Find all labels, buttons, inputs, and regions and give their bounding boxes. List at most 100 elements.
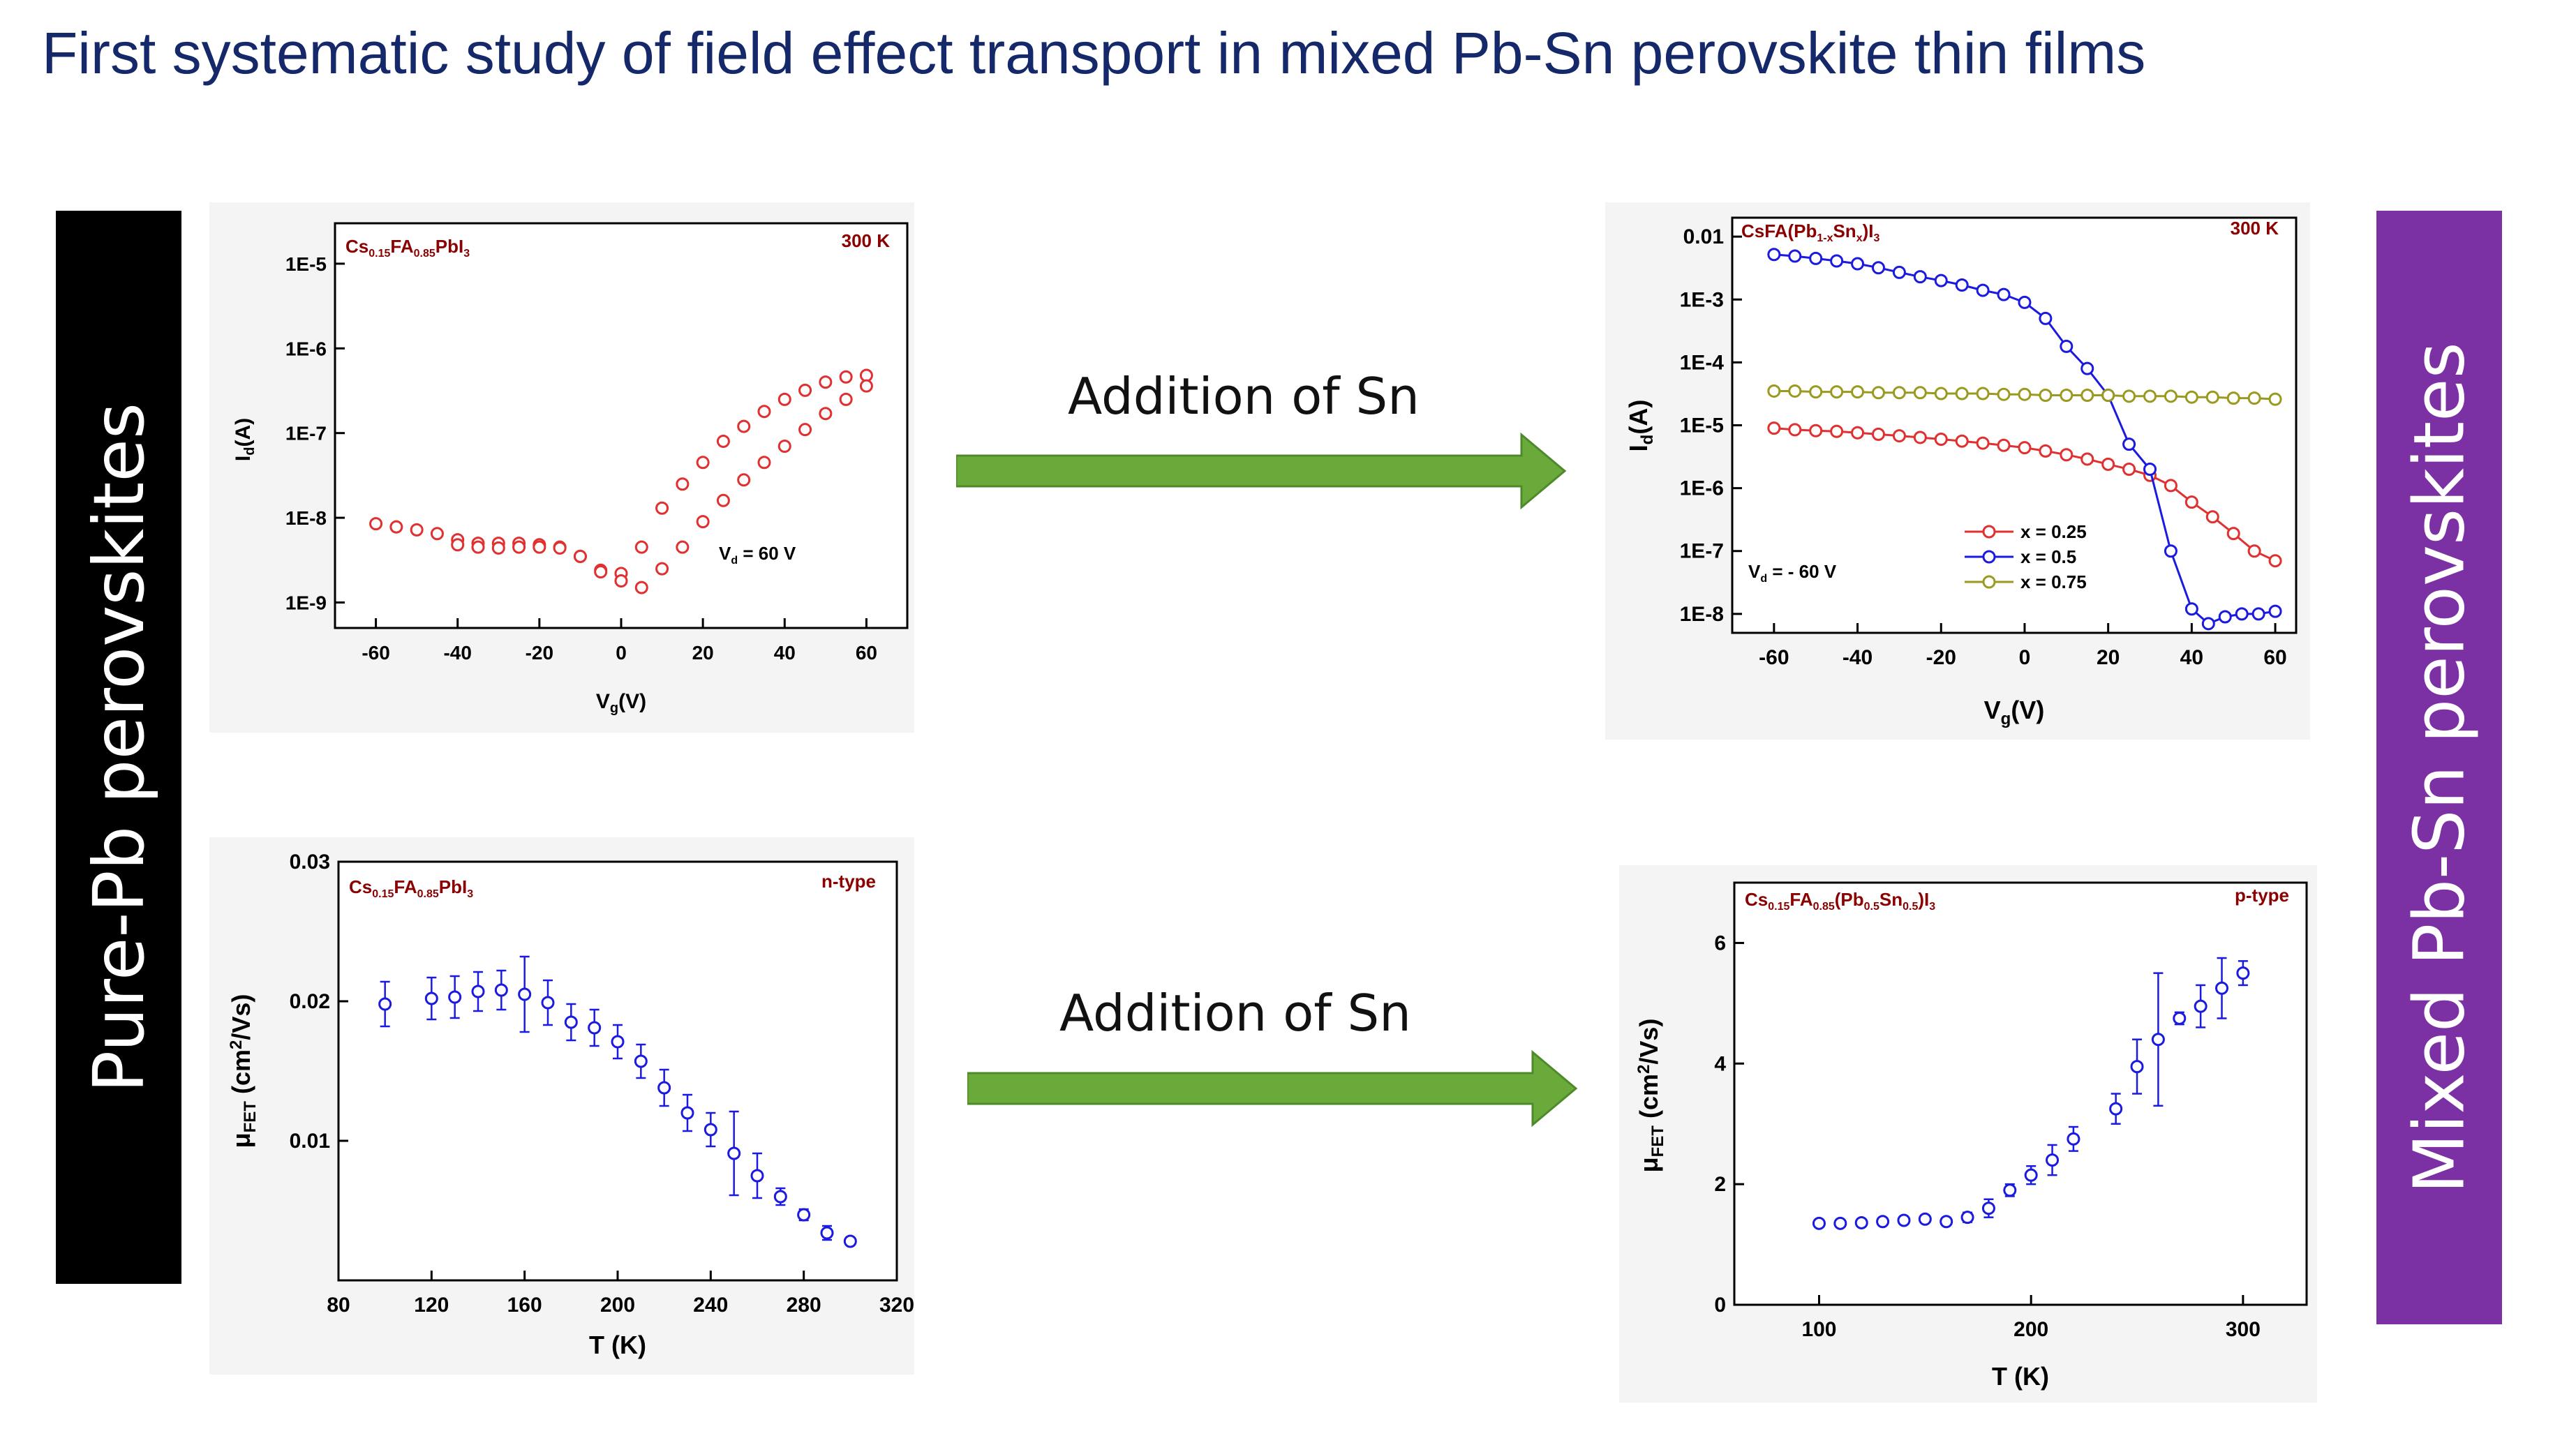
data-point <box>859 368 873 382</box>
data-point <box>2164 389 2177 403</box>
data-point <box>820 1226 834 1240</box>
x-axis-label: Vg(V) <box>1984 696 2045 728</box>
data-point <box>2184 390 2198 404</box>
data-point <box>588 1021 602 1035</box>
data-point <box>1871 261 1885 275</box>
data-point <box>1955 387 1969 401</box>
data-point <box>1892 386 1906 400</box>
data-point <box>727 1146 741 1160</box>
data-point <box>451 538 465 552</box>
top-arrow-label: Addition of Sn <box>1068 367 1420 426</box>
bottom-arrow <box>967 1049 1578 1128</box>
data-point <box>2151 1033 2165 1047</box>
data-point <box>1913 270 1927 284</box>
data-point <box>634 540 648 554</box>
data-point <box>1918 1212 1932 1226</box>
data-point <box>1981 1202 1995 1215</box>
y-axis-label: μFET (cm2/Vs) <box>1635 1019 1667 1173</box>
data-point <box>737 419 751 433</box>
data-point <box>2122 437 2136 451</box>
carrier-type-label: p-type <box>2235 885 2289 906</box>
data-point <box>1830 424 1844 438</box>
data-point <box>1934 274 1948 287</box>
data-point <box>696 515 710 529</box>
x-tick-label: 160 <box>507 1294 542 1317</box>
data-point <box>2046 1153 2060 1167</box>
x-tick-label: 200 <box>600 1294 635 1317</box>
x-tick-label: 100 <box>1801 1318 1836 1341</box>
data-point <box>1833 1216 1847 1230</box>
x-tick-label: 60 <box>2263 646 2286 669</box>
data-point <box>716 493 730 507</box>
y-tick-label: 1E-6 <box>1680 477 1724 500</box>
x-tick-label: -40 <box>1842 646 1873 669</box>
right-sidebar-text: Mixed Pb-Sn perovskites <box>2398 341 2480 1194</box>
data-point <box>2039 444 2053 458</box>
data-point <box>2205 390 2219 404</box>
bottom-arrow-label: Addition of Sn <box>1059 984 1411 1042</box>
x-tick-label: 60 <box>856 642 877 664</box>
data-point <box>2101 389 2115 403</box>
data-point <box>1940 1215 1953 1229</box>
data-point <box>2109 1102 2123 1116</box>
x-tick-label: 120 <box>414 1294 449 1317</box>
data-point <box>430 527 444 541</box>
data-point <box>2268 604 2282 618</box>
legend-label: x = 0.25 <box>2020 521 2087 542</box>
legend-marker <box>1982 575 1996 589</box>
x-axis-label: Vg(V) <box>596 690 646 716</box>
data-point <box>676 540 690 554</box>
data-point <box>1809 251 1823 265</box>
data-point <box>2101 457 2115 471</box>
data-point <box>2080 361 2094 375</box>
data-point <box>2060 339 2074 353</box>
x-axis-label: T (K) <box>589 1331 646 1359</box>
data-point <box>2060 389 2074 403</box>
data-point <box>533 540 546 554</box>
chart-mixed-transfer: -60 -40 -20 0 20 40 60 1E-8 1E-7 1E-6 1E-5 1E-4 1E-3… <box>1605 202 2310 740</box>
data-point <box>2194 999 2208 1013</box>
x-tick-label: -40 <box>443 642 471 664</box>
data-point <box>1830 254 1844 268</box>
data-point <box>1854 1215 1868 1229</box>
temperature-label: 300 K <box>2231 218 2279 239</box>
data-point <box>594 565 608 579</box>
data-point <box>1851 257 1865 271</box>
data-point <box>2018 387 2032 401</box>
data-point <box>1876 1215 1890 1229</box>
data-point <box>2236 966 2250 980</box>
data-point <box>518 987 532 1001</box>
data-point <box>2268 392 2282 406</box>
compound-label: Cs0.15FA0.85PbI3 <box>349 876 473 900</box>
data-point <box>410 523 424 537</box>
data-point <box>541 996 555 1010</box>
data-point <box>2122 462 2136 476</box>
data-point <box>1830 385 1844 399</box>
data-point <box>1788 384 1802 398</box>
y-tick-label: 1E-8 <box>1680 603 1724 626</box>
data-point <box>696 456 710 470</box>
plot-area <box>334 222 909 629</box>
data-point <box>1851 426 1865 440</box>
data-point <box>2067 1132 2080 1146</box>
data-point <box>1934 387 1948 401</box>
data-point <box>389 520 403 534</box>
x-tick-label: 280 <box>787 1294 821 1317</box>
y-tick-label: 1E-4 <box>1680 351 1725 374</box>
x-tick-label: -20 <box>1926 646 1956 669</box>
data-point <box>859 379 873 393</box>
top-arrow-shape <box>956 432 1567 510</box>
data-point <box>378 997 392 1011</box>
data-point <box>634 1054 648 1068</box>
data-point <box>2251 607 2265 621</box>
data-point <box>1955 434 1969 448</box>
x-tick-label: 0 <box>616 642 627 664</box>
x-tick-label: -60 <box>362 642 389 664</box>
data-point <box>2039 311 2053 325</box>
chart-pure-pb-mobility: 80 120 160 200 240 280 320 0.01 0.02 0.03 Cs0.15F… <box>209 837 914 1375</box>
data-point <box>798 383 812 397</box>
data-point <box>573 549 587 563</box>
data-point <box>2018 441 2032 455</box>
data-point <box>1976 387 1990 401</box>
